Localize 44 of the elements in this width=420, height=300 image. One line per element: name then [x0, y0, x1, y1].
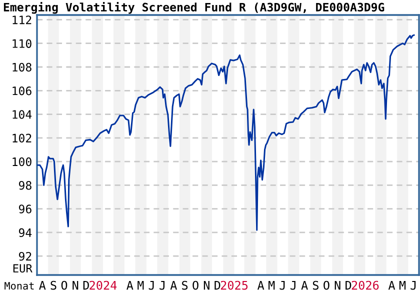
y-axis-title: EUR	[13, 264, 32, 273]
chart-title: Emerging Volatility Screened Fund R (A3D9GW, DE000A3D9G	[4, 2, 384, 14]
x-tick-label: J	[280, 280, 285, 290]
y-tick-label: 102	[12, 134, 32, 142]
x-tick-label: A	[301, 280, 308, 290]
x-tick-label: J	[410, 280, 416, 290]
x-tick-label: D	[214, 280, 220, 290]
x-tick-label: M	[138, 280, 144, 290]
x-tick-label: N	[204, 280, 210, 290]
x-tick-label: M	[268, 280, 275, 290]
x-tick-label: A	[126, 280, 134, 290]
y-tick-label: 112	[12, 16, 32, 24]
x-tick-label: 2024	[90, 280, 117, 290]
x-tick-label: J	[148, 280, 154, 290]
x-tick-label: S	[182, 280, 188, 290]
y-tick-label: 106	[12, 86, 32, 96]
y-tick-label: 108	[12, 62, 32, 72]
x-tick-label: N	[334, 280, 340, 290]
y-tick-label: 100	[12, 157, 32, 166]
x-tick-label: A	[388, 280, 396, 290]
x-tick-label: 2025	[220, 280, 248, 290]
x-tick-label: D	[346, 280, 352, 290]
line-series	[37, 34, 415, 231]
y-tick-label: 104	[12, 110, 32, 119]
x-tick-label: J	[160, 280, 164, 290]
x-tick-label: 2026	[352, 280, 379, 290]
x-tick-label: S	[50, 280, 56, 290]
x-tick-label: D	[83, 280, 89, 290]
x-axis-title: Monat	[4, 282, 34, 290]
y-tick-label: 98	[18, 181, 32, 190]
x-tick-label: N	[72, 280, 78, 290]
x-tick-label: O	[324, 280, 330, 290]
y-tick-label: 94	[18, 228, 32, 238]
y-tick-label: 92	[18, 252, 32, 261]
x-tick-label: J	[290, 280, 296, 290]
x-tick-label: O	[192, 280, 198, 290]
x-tick-label: A	[257, 280, 264, 290]
y-tick-label: 96	[18, 204, 32, 214]
x-tick-label: A	[39, 280, 46, 290]
y-tick-label: 110	[12, 39, 32, 48]
x-tick-label: S	[312, 280, 318, 290]
x-tick-label: A	[170, 280, 177, 290]
x-tick-label: M	[399, 280, 406, 290]
x-tick-label: O	[61, 280, 68, 290]
